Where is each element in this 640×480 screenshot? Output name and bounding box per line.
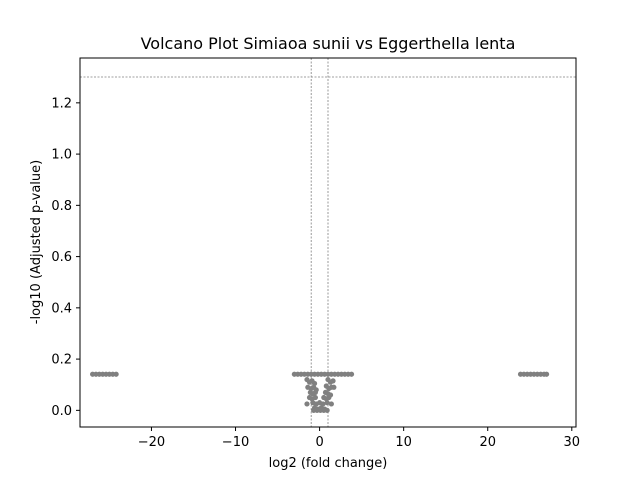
data-point <box>331 384 337 390</box>
x-axis-ticks: −20 −10 0 10 20 30 <box>138 427 580 450</box>
data-point <box>312 394 318 401</box>
y-tick-label: 0.4 <box>51 301 72 316</box>
data-point <box>324 400 330 406</box>
x-tick-label: 0 <box>315 435 323 450</box>
y-tick-label: 1.0 <box>51 148 72 163</box>
data-points <box>90 371 550 413</box>
y-axis-ticks: 0.0 0.2 0.4 0.6 0.8 1.0 1.2 <box>51 96 80 419</box>
data-point <box>324 407 330 413</box>
y-tick-label: 0.8 <box>51 199 72 214</box>
chart-title: Volcano Plot Simiaoa sunii vs Eggerthell… <box>141 34 516 53</box>
y-tick-label: 0.6 <box>51 250 72 265</box>
data-point <box>543 371 550 377</box>
x-tick-label: −20 <box>138 435 165 450</box>
data-point <box>326 394 332 401</box>
plot-frame <box>79 57 577 428</box>
x-tick-label: 20 <box>479 435 496 450</box>
x-tick-label: 10 <box>395 435 412 450</box>
reference-lines <box>80 58 576 427</box>
y-tick-label: 1.2 <box>51 96 72 111</box>
x-tick-label: 30 <box>564 435 581 450</box>
x-axis-label: log2 (fold change) <box>269 456 388 471</box>
data-point <box>330 378 336 384</box>
data-point <box>328 401 334 407</box>
y-tick-label: 0.0 <box>51 404 72 419</box>
y-tick-label: 0.2 <box>51 353 72 368</box>
data-point <box>304 401 310 407</box>
data-point <box>348 371 355 377</box>
data-point <box>113 371 119 377</box>
y-axis-label: -log10 (Adjusted p-value) <box>29 160 44 324</box>
data-point <box>312 389 318 396</box>
x-tick-label: −10 <box>222 435 249 450</box>
